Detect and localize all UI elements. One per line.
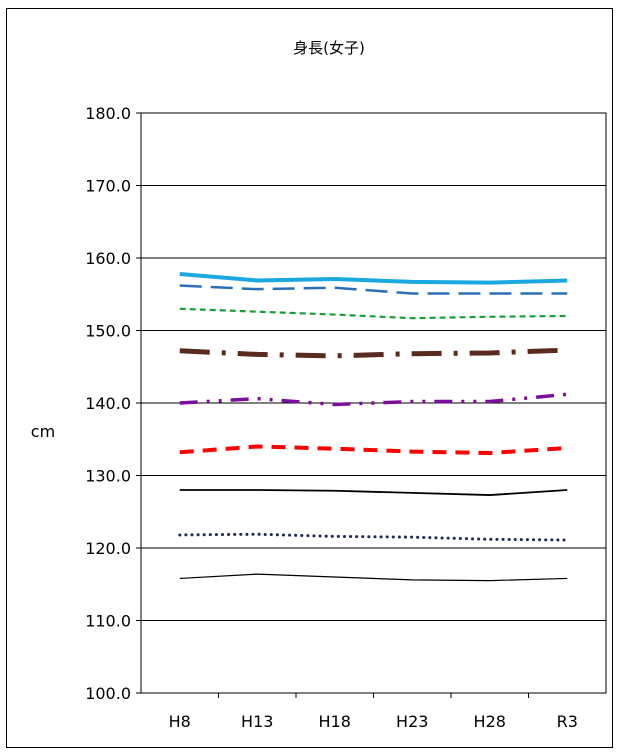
x-tick-label: H23 xyxy=(396,712,428,731)
series-line-1 xyxy=(179,573,568,582)
y-tick-label: 150.0 xyxy=(85,322,131,341)
series-line-2 xyxy=(178,532,569,542)
series-line-3 xyxy=(179,489,568,496)
series-line-4 xyxy=(179,444,568,456)
y-tick-label: 110.0 xyxy=(85,612,131,631)
y-tick-label: 160.0 xyxy=(85,249,131,268)
x-tick-label: H13 xyxy=(241,712,273,731)
y-tick-label: 180.0 xyxy=(85,104,131,123)
x-tick-label: R3 xyxy=(557,712,578,731)
x-tick-label: H18 xyxy=(319,712,351,731)
y-tick-label: 130.0 xyxy=(85,467,131,486)
series-line-7 xyxy=(179,307,568,320)
chart-svg: 身長(女子) 100.0 110.0 120.0 130.0 140.0 150.0 160… xyxy=(31,39,607,731)
y-tick-label: 170.0 xyxy=(85,177,131,196)
series-line-6 xyxy=(179,347,568,359)
y-tick-label: 100.0 xyxy=(85,684,131,703)
series-line-8 xyxy=(179,284,568,295)
y-tick-label: 140.0 xyxy=(85,394,131,413)
x-tick-label: H8 xyxy=(169,712,191,731)
series-group xyxy=(178,271,569,582)
y-axis-label: cm xyxy=(31,422,55,441)
chart-frame: 身長(女子) 100.0 110.0 120.0 130.0 140.0 150.0 160… xyxy=(6,8,613,748)
gridlines xyxy=(141,185,606,621)
chart-title: 身長(女子) xyxy=(293,39,365,57)
y-tick-label: 120.0 xyxy=(85,539,131,558)
x-tick-label: H28 xyxy=(474,712,506,731)
series-line-5 xyxy=(179,392,568,407)
series-line-9 xyxy=(179,271,568,285)
y-axis-ticks: 100.0 110.0 120.0 130.0 140.0 150.0 160.0 170.0… xyxy=(85,104,141,703)
x-axis-ticks: H8 H13 H18 H23 H28 R3 xyxy=(169,693,578,731)
